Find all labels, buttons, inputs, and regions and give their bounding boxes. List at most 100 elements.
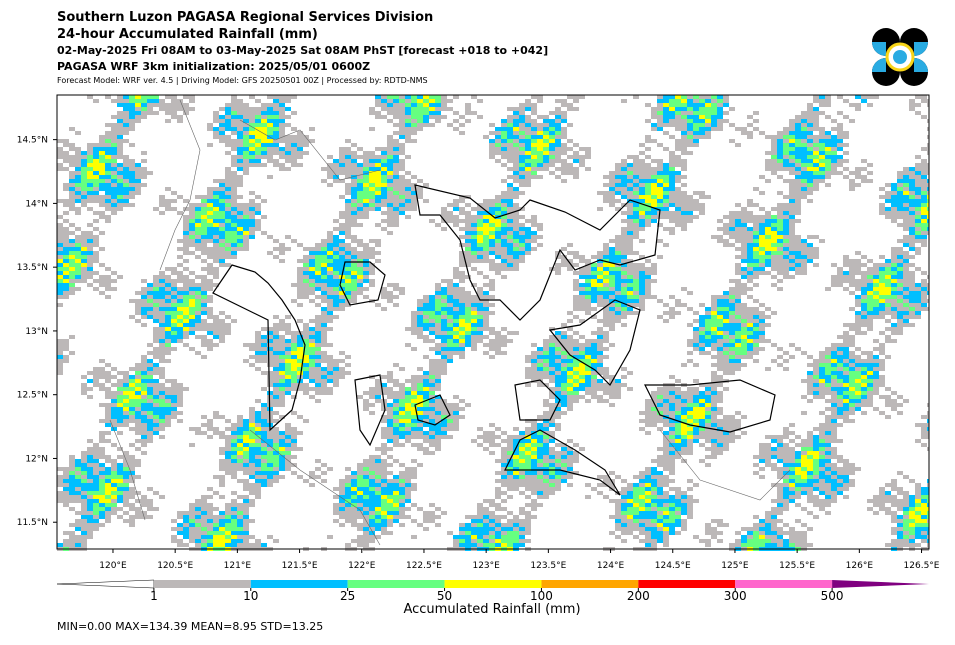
rain-cell	[123, 163, 135, 167]
rain-cell	[267, 383, 273, 387]
rain-cell	[459, 131, 465, 135]
rain-cell	[831, 127, 843, 131]
rain-cell	[849, 407, 855, 411]
colorbar-segment	[735, 580, 833, 588]
rain-cell	[645, 155, 651, 159]
rain-cell	[339, 243, 351, 247]
rain-cell	[141, 307, 153, 311]
rain-cell	[615, 191, 621, 195]
rain-cell	[753, 239, 759, 243]
rain-cell	[63, 279, 69, 283]
rain-cell	[831, 147, 837, 151]
rain-cell	[321, 331, 327, 335]
rain-cell	[645, 279, 657, 283]
rain-cell	[171, 315, 177, 319]
rain-cell	[921, 291, 927, 295]
rain-cell	[447, 283, 453, 287]
rain-cell	[195, 303, 201, 307]
rain-cell	[681, 519, 687, 523]
rain-cell	[471, 95, 477, 99]
rain-cell	[189, 519, 195, 523]
rain-cell	[123, 407, 129, 411]
rain-cell	[231, 475, 237, 479]
rain-cell	[735, 203, 741, 207]
rain-cell	[627, 295, 639, 299]
rain-cell	[471, 439, 477, 443]
rain-cell	[579, 379, 585, 383]
rain-cell	[783, 491, 795, 495]
rain-cell	[375, 163, 381, 167]
rain-cell	[141, 323, 147, 327]
rain-cell	[87, 507, 93, 511]
rain-cell	[273, 391, 285, 395]
rain-cell	[561, 131, 567, 135]
rain-cell	[801, 139, 807, 143]
rain-cell	[87, 455, 93, 459]
rain-cell	[819, 147, 825, 151]
rain-cell	[669, 495, 675, 499]
rain-cell	[711, 127, 723, 131]
rain-cell	[471, 251, 477, 255]
rain-cell	[693, 439, 699, 443]
rain-cell	[501, 499, 507, 503]
rain-cell	[747, 335, 759, 339]
rain-cell	[165, 279, 195, 283]
rain-cell	[243, 423, 249, 427]
rain-cell	[471, 519, 483, 523]
rain-cell	[579, 283, 591, 287]
rain-cell	[909, 207, 915, 211]
rain-cell	[453, 335, 459, 339]
rain-cell	[885, 543, 921, 547]
rain-cell	[705, 447, 729, 451]
rain-cell	[663, 199, 669, 203]
rain-cell	[777, 147, 783, 151]
rain-cell	[315, 287, 321, 291]
coastlines	[212, 184, 776, 496]
rain-cell	[633, 291, 639, 295]
rain-cell	[363, 247, 375, 251]
rain-cell	[873, 283, 879, 287]
rain-cell	[447, 311, 465, 315]
rain-cell	[135, 375, 141, 379]
rain-cell	[489, 531, 495, 535]
rain-cell	[681, 511, 687, 515]
rain-cell	[549, 347, 555, 351]
rain-cell	[483, 219, 489, 223]
rain-cell	[369, 511, 375, 515]
rain-cell	[249, 135, 255, 139]
rain-cell	[81, 195, 87, 199]
rain-cell	[117, 371, 129, 375]
rain-cell	[165, 315, 171, 319]
rain-cell	[201, 287, 213, 291]
rain-cell	[729, 351, 735, 355]
rain-cell	[525, 231, 537, 235]
rain-cell	[249, 199, 255, 203]
rain-cell	[471, 327, 477, 331]
rain-cell	[537, 475, 543, 479]
x-tick-label: 125°E	[721, 561, 749, 571]
rain-cell	[675, 223, 687, 227]
rain-cell	[519, 443, 525, 447]
rain-cell	[909, 247, 915, 251]
rain-cell	[441, 287, 447, 291]
rain-cell	[387, 299, 393, 303]
rain-cell	[657, 111, 663, 115]
rain-cell	[57, 371, 63, 375]
rain-cell	[837, 111, 843, 115]
rain-cell	[375, 487, 381, 491]
rain-cell	[903, 295, 921, 299]
rain-cell	[699, 423, 705, 427]
rain-cell	[669, 119, 687, 123]
rain-cell	[105, 151, 117, 155]
rain-cell	[621, 227, 645, 231]
x-tick-label: 123°E	[472, 561, 500, 571]
rain-cell	[375, 471, 393, 475]
rain-cell	[651, 391, 669, 395]
rain-cell	[447, 291, 471, 295]
rain-cell	[105, 191, 129, 195]
rain-cell	[519, 143, 525, 147]
rain-cell	[309, 319, 333, 323]
rain-cell	[129, 407, 135, 411]
rain-cell	[783, 179, 801, 183]
rain-cell	[141, 407, 177, 411]
